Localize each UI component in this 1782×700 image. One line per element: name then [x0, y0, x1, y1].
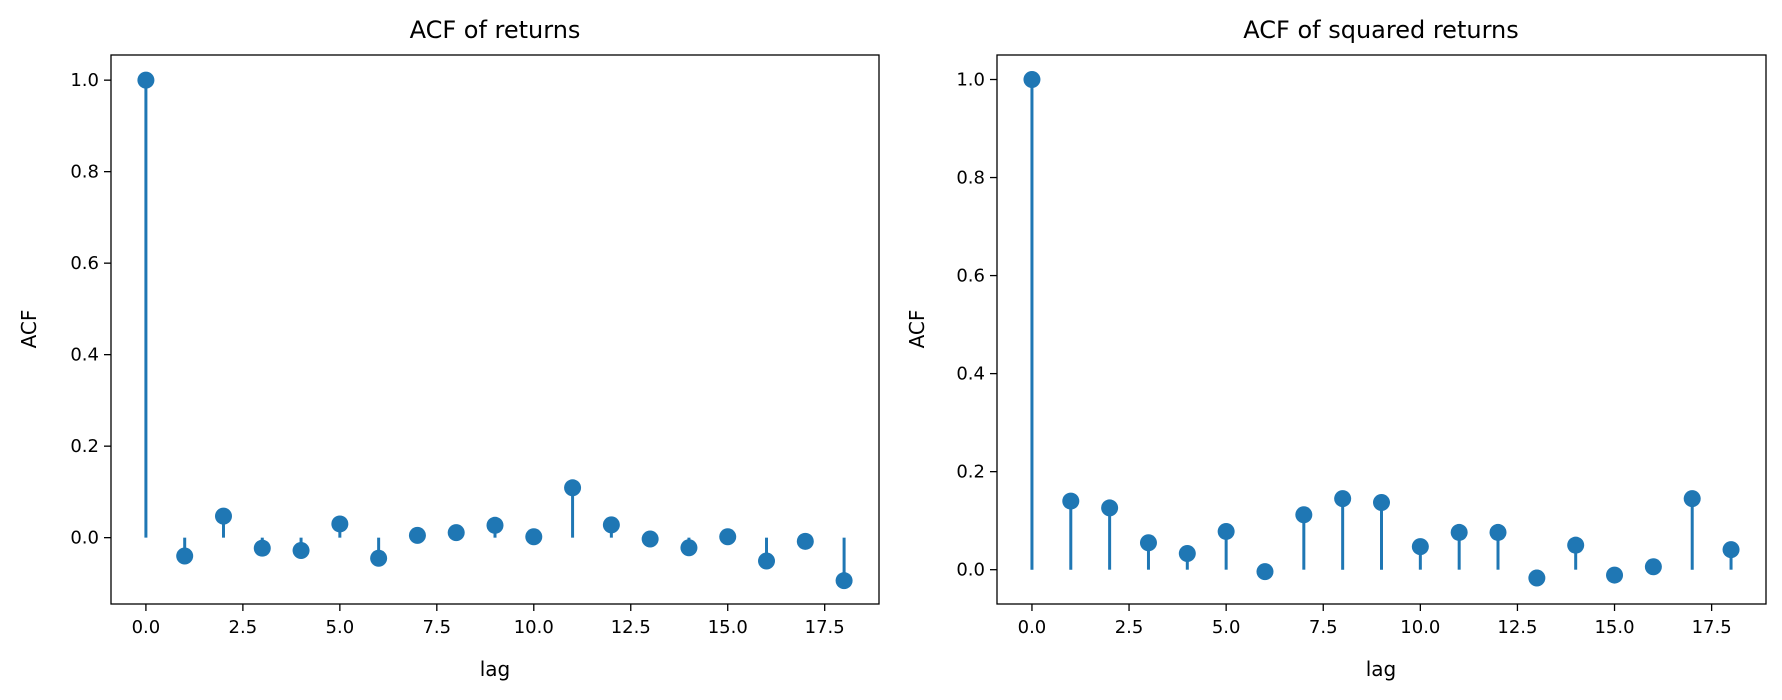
- x-tick-label: 5.0: [1212, 617, 1241, 638]
- stem-marker: [1334, 490, 1352, 508]
- stem-marker: [1489, 523, 1507, 541]
- x-tick-label: 0.0: [1018, 617, 1047, 638]
- x-ticks: 0.0 2.5 5.0 7.5 10.0 12.5 15.0 17.5: [1018, 604, 1732, 638]
- y-tick-label: 0.6: [956, 266, 985, 287]
- stem-marker: [564, 479, 582, 497]
- stem-marker: [1062, 492, 1080, 510]
- y-tick-label: 1.0: [70, 70, 99, 91]
- stem-marker: [835, 572, 853, 590]
- stem-marker: [1139, 534, 1157, 552]
- stem-marker: [137, 71, 155, 89]
- stem-marker: [1644, 558, 1662, 576]
- y-tick-label: 0.6: [70, 253, 99, 274]
- stem-marker: [331, 515, 349, 533]
- x-tick-label: 17.5: [805, 617, 845, 638]
- stem-marker: [486, 516, 504, 534]
- x-tick-label: 0.0: [132, 617, 161, 638]
- stem-marker: [253, 539, 271, 557]
- stem-marker: [1567, 536, 1585, 554]
- stem-marker: [447, 524, 465, 542]
- y-tick-label: 0.2: [956, 462, 985, 483]
- stem-marker: [1528, 569, 1546, 587]
- stem-marker: [1683, 490, 1701, 508]
- y-ticks: 0.0 0.2 0.4 0.6 0.8 1.0: [956, 70, 997, 581]
- y-tick-label: 0.4: [956, 364, 985, 385]
- x-ticks: 0.0 2.5 5.0 7.5 10.0 12.5 15.0 17.5: [132, 604, 845, 638]
- x-axis-label: lag: [480, 657, 511, 681]
- stem-marker: [680, 539, 698, 557]
- stem-marker: [641, 530, 659, 548]
- stem-marker: [1023, 71, 1041, 89]
- stem-marker: [408, 526, 426, 544]
- x-tick-label: 7.5: [1309, 617, 1338, 638]
- stem-marker: [176, 547, 194, 565]
- x-tick-label: 2.5: [1115, 617, 1144, 638]
- stem-marker: [602, 516, 620, 534]
- stem-marker: [370, 549, 388, 567]
- y-tick-label: 1.0: [956, 70, 985, 91]
- stem-marker: [796, 532, 814, 550]
- stem-marker: [758, 552, 776, 570]
- x-tick-label: 10.0: [514, 617, 554, 638]
- stem-marker: [1101, 499, 1119, 517]
- y-tick-label: 0.0: [70, 528, 99, 549]
- stem-series: [137, 71, 853, 590]
- x-tick-label: 15.0: [1594, 617, 1634, 638]
- stem-marker: [1178, 545, 1196, 563]
- stem-marker: [1606, 566, 1624, 584]
- x-tick-label: 17.5: [1692, 617, 1732, 638]
- stem-marker: [1217, 522, 1235, 540]
- x-tick-label: 15.0: [708, 617, 748, 638]
- stem-marker: [292, 541, 310, 559]
- y-axis-label: ACF: [905, 310, 929, 349]
- y-tick-label: 0.4: [70, 345, 99, 366]
- stem-series: [1023, 71, 1740, 587]
- stem-marker: [1256, 563, 1274, 581]
- y-tick-label: 0.2: [70, 436, 99, 457]
- stem-marker: [525, 528, 543, 546]
- stem-marker: [1450, 523, 1468, 541]
- chart-title: ACF of squared returns: [1243, 16, 1518, 44]
- x-tick-label: 12.5: [611, 617, 651, 638]
- stem-marker: [214, 507, 232, 525]
- stem-marker: [1295, 506, 1313, 524]
- stem-marker: [1411, 538, 1429, 556]
- y-tick-label: 0.8: [70, 162, 99, 183]
- stem-marker: [719, 528, 737, 546]
- y-tick-label: 0.0: [956, 560, 985, 581]
- plot-area: [110, 54, 880, 605]
- x-tick-label: 7.5: [422, 617, 451, 638]
- x-tick-label: 5.0: [326, 617, 355, 638]
- x-tick-label: 12.5: [1497, 617, 1537, 638]
- y-tick-label: 0.8: [956, 168, 985, 189]
- x-axis-label: lag: [1366, 657, 1397, 681]
- stem-marker: [1373, 494, 1390, 512]
- y-ticks: 0.0 0.2 0.4 0.6 0.8 1.0: [70, 70, 111, 549]
- y-axis-label: ACF: [17, 310, 41, 349]
- chart-title: ACF of returns: [410, 16, 581, 44]
- x-tick-label: 2.5: [229, 617, 258, 638]
- x-tick-label: 10.0: [1400, 617, 1440, 638]
- chart-panel-1: ACF of returns lag ACF 0.0 2.5 5.0 7.5 10.0 1…: [17, 16, 880, 681]
- stem-marker: [1722, 541, 1740, 559]
- chart-panel-2: ACF of squared returns lag ACF 0.0 2.5 5.0…: [905, 16, 1767, 681]
